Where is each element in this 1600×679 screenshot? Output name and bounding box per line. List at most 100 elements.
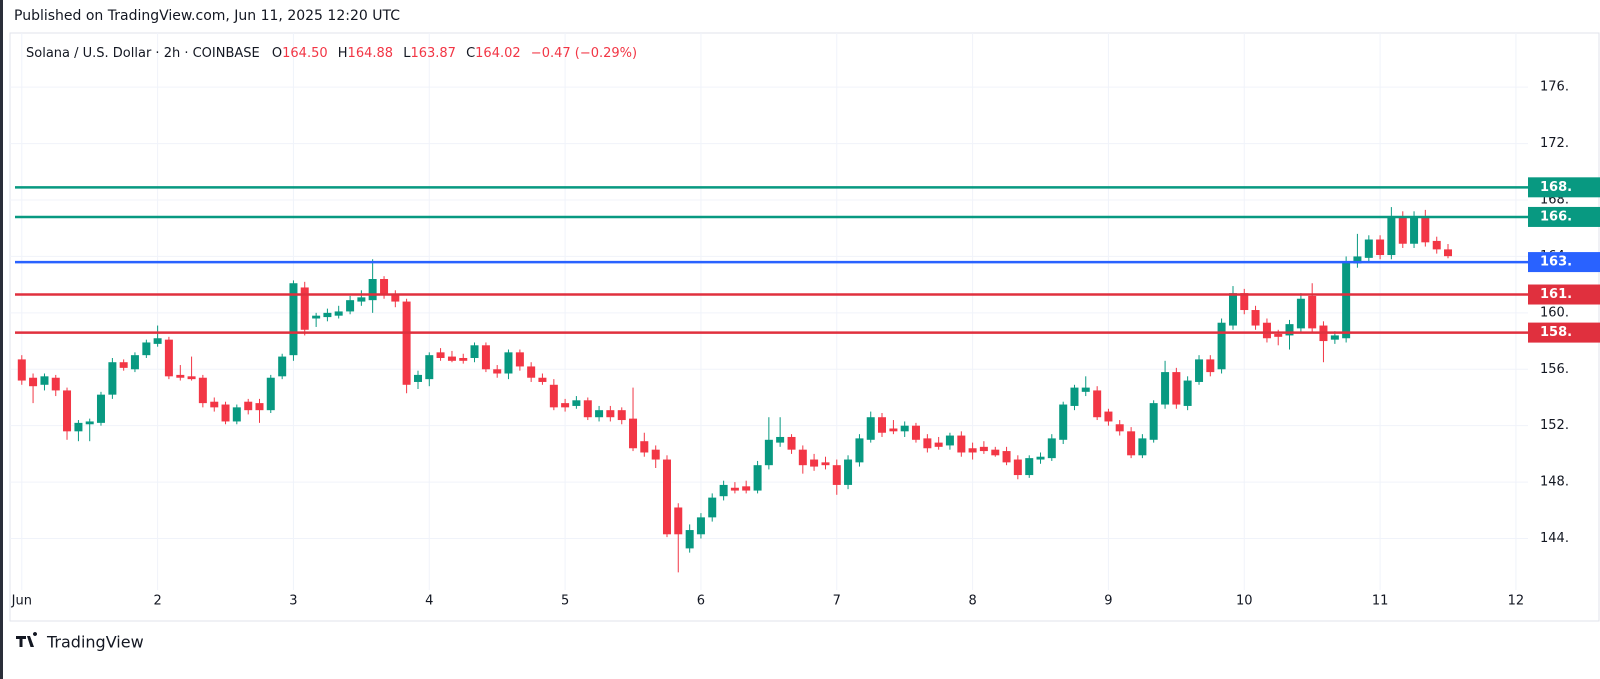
candle-body: [798, 449, 807, 466]
candle-body: [74, 422, 83, 432]
x-tick-label: 11: [1372, 594, 1389, 609]
candle-body: [764, 439, 773, 466]
candle-body: [844, 459, 853, 485]
x-tick-label: 7: [833, 594, 841, 609]
candle-body: [900, 425, 909, 432]
candle-body: [402, 301, 411, 385]
c-value: 164.02: [475, 46, 521, 61]
candle-body: [821, 462, 830, 466]
candle-body: [1240, 293, 1249, 311]
candle-body: [1296, 298, 1305, 329]
candle-body: [1330, 335, 1339, 340]
candle-body: [334, 311, 343, 316]
candle-body: [708, 497, 717, 518]
o-label: O: [272, 46, 282, 61]
candle-body: [696, 517, 705, 535]
candle-body: [527, 366, 536, 378]
candle-body: [991, 449, 1000, 456]
candle-body: [583, 400, 592, 418]
candle-body: [1161, 372, 1170, 405]
candle-body: [40, 376, 49, 385]
candle-body: [17, 359, 26, 381]
candle-body: [300, 287, 309, 330]
level-label: 161.: [1540, 287, 1572, 302]
x-tick-label: 9: [1104, 594, 1112, 609]
candle-body: [85, 421, 94, 425]
published: Published on TradingView.com, Jun 11, 20…: [14, 8, 400, 24]
brand-logo: TradingView: [16, 631, 144, 652]
candle-body: [1444, 249, 1453, 257]
y-tick-label: 172.: [1540, 136, 1569, 151]
candle-body: [380, 279, 389, 295]
level-tag: [1528, 322, 1600, 343]
candle-body: [96, 394, 105, 423]
candle-body: [210, 401, 219, 408]
candle-body: [1217, 322, 1226, 370]
y-tick-label: 156.: [1540, 362, 1569, 377]
candle-body: [447, 356, 456, 361]
candle-body: [1421, 216, 1430, 243]
level-tag: [1528, 252, 1600, 273]
candle-body: [1070, 387, 1079, 406]
candle-body: [323, 312, 332, 318]
candle-body: [1013, 459, 1022, 476]
level-tag: [1528, 284, 1600, 305]
level-tag: [1528, 177, 1600, 198]
candle-body: [730, 487, 739, 491]
candle-body: [1002, 451, 1011, 463]
left-edge: [0, 0, 3, 679]
candle-body: [629, 418, 638, 449]
candle-body: [538, 377, 547, 382]
candle-body: [289, 283, 298, 356]
candle-body: [1251, 310, 1260, 326]
candle-body: [130, 355, 139, 370]
c-label: C: [466, 46, 475, 61]
candle-body: [1059, 404, 1068, 440]
candle-body: [1274, 334, 1283, 337]
candle-body: [1364, 239, 1373, 258]
candle-body: [1376, 239, 1385, 256]
candle-body: [878, 417, 887, 433]
candle-body: [832, 465, 841, 485]
brand: TradingView: [46, 633, 144, 652]
candle-body: [968, 448, 977, 453]
candle-body: [187, 376, 196, 380]
x-tick-label: 2: [153, 594, 161, 609]
y-tick-label: 148.: [1540, 475, 1569, 490]
candle-body: [1398, 216, 1407, 244]
candle-body: [1228, 293, 1237, 326]
candle-body: [1206, 359, 1215, 373]
y-tick-label: 144.: [1540, 531, 1569, 546]
candle-body: [481, 345, 490, 370]
candle-body: [753, 465, 762, 491]
candle-body: [51, 377, 60, 391]
candle-body: [1104, 411, 1113, 422]
candle-body: [1285, 324, 1294, 336]
candles: [17, 207, 1453, 573]
candle-body: [1342, 262, 1351, 339]
x-tick-label: 4: [425, 594, 433, 609]
candle-body: [29, 377, 38, 387]
level-tag: [1528, 206, 1600, 227]
candle-body: [979, 446, 988, 452]
candle-body: [164, 339, 173, 377]
candle-body: [504, 352, 513, 374]
level-label: 166.: [1540, 209, 1572, 224]
x-tick-label: 6: [697, 594, 705, 609]
candle-body: [810, 459, 819, 467]
candle-body: [198, 377, 207, 404]
candle-body: [1183, 380, 1192, 406]
x-tick-label: 12: [1508, 594, 1525, 609]
candle-body: [425, 355, 434, 380]
candle-body: [866, 417, 875, 440]
candle-body: [617, 410, 626, 421]
candle-body: [549, 384, 558, 408]
candle-body: [674, 507, 683, 535]
candle-body: [1138, 438, 1147, 456]
candle-body: [255, 403, 264, 411]
candle-body: [1081, 387, 1090, 392]
candle-body: [414, 374, 423, 382]
candle-body: [1195, 359, 1204, 382]
candle-body: [153, 338, 162, 344]
candle-body: [470, 345, 479, 358]
